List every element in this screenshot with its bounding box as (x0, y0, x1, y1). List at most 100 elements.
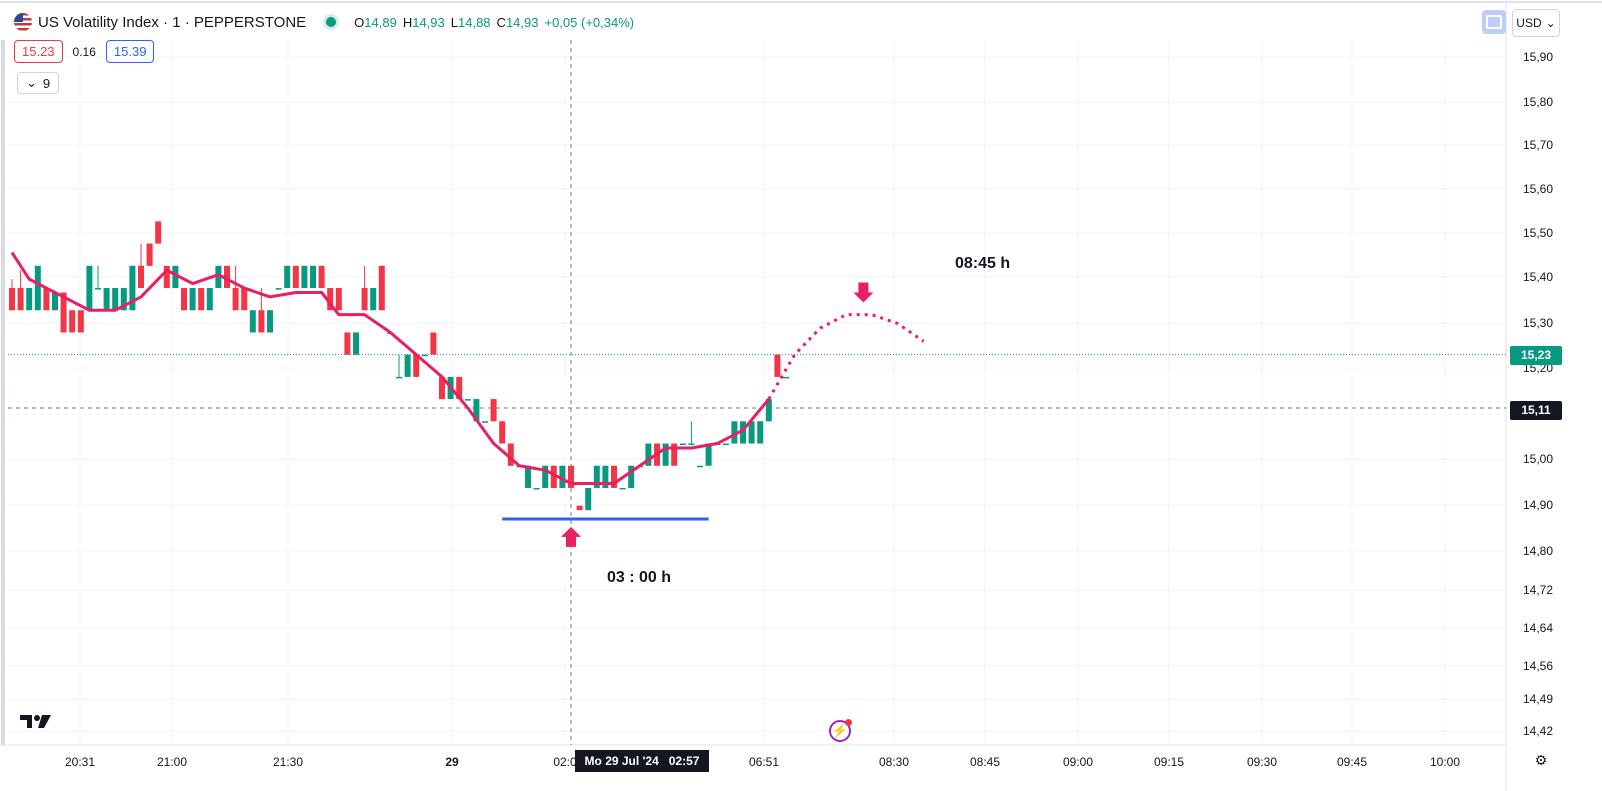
ohlc-high: H14,93 (402, 14, 445, 30)
time-tick-label: 21:30 (273, 755, 303, 769)
price-tick-label: 15,50 (1523, 226, 1553, 240)
tradingview-logo-icon[interactable] (18, 712, 54, 730)
time-tick-label: 06:51 (749, 755, 779, 769)
candle-up (249, 310, 256, 333)
candle-up (628, 465, 635, 488)
candle-up (129, 265, 136, 311)
candle-down (774, 354, 781, 377)
candle-down (9, 288, 15, 311)
candle-down (60, 292, 67, 333)
candle-up (284, 265, 291, 289)
candle-up (697, 465, 703, 468)
candle-up (783, 376, 789, 379)
candle-up (52, 292, 58, 311)
time-tick-label: 09:30 (1247, 755, 1277, 769)
candle-down (611, 465, 617, 488)
up-arrow-icon (561, 526, 581, 547)
flash-icon[interactable]: ⚡ (829, 719, 852, 742)
price-tick-label: 15,80 (1523, 95, 1553, 109)
candle-up (757, 421, 764, 444)
settings-gear-icon[interactable]: ⚙ (1534, 752, 1548, 768)
candle-up (120, 288, 127, 311)
candle-up (310, 265, 316, 289)
symbol-title[interactable]: US Volatility Index · 1 · PEPPERSTONE (38, 13, 307, 31)
candle-up (619, 487, 626, 490)
currency-select[interactable]: USD ⌄ (1512, 9, 1560, 37)
candle-up (482, 421, 488, 423)
candle-down (232, 288, 239, 311)
indicator-toggle[interactable]: ⌄ 9 (17, 72, 60, 94)
candle-up (533, 487, 540, 490)
candle-up (748, 421, 755, 444)
indicator-label: 9 (42, 75, 51, 91)
moving-average-line (10, 251, 770, 486)
time-tick-label: 21:00 (157, 755, 187, 769)
candle-down (292, 265, 299, 289)
price-tick-label: 14,72 (1523, 583, 1553, 597)
candle-up (464, 399, 471, 401)
time-tick-label: 09:00 (1063, 755, 1093, 769)
sell-button[interactable]: 15.23 (14, 40, 63, 63)
candle-up (172, 265, 179, 289)
candle-down (318, 265, 325, 289)
candle-up (765, 399, 772, 422)
candle-up (688, 443, 695, 446)
price-tick-label: 14,64 (1523, 621, 1553, 635)
currency-label: USD (1516, 16, 1542, 30)
ohlc-values: O14,89 H14,93 L14,88 C14,93 +0,05 (+0,34… (354, 15, 634, 30)
low-time-annotation[interactable]: 03 : 00 h (607, 569, 672, 586)
price-tick-label: 14,56 (1523, 659, 1553, 673)
candle-down (344, 332, 351, 355)
candle-down (576, 505, 583, 511)
candle-down (499, 421, 506, 444)
candle-up (421, 354, 428, 357)
candle-up (473, 399, 480, 422)
candle-up (740, 421, 746, 444)
candle-up (525, 465, 531, 488)
candle-down (258, 310, 265, 333)
price-tick-label: 14,90 (1523, 498, 1553, 512)
candle-up (722, 443, 729, 446)
price-tick-label: 15,00 (1523, 452, 1553, 466)
ohlc-low: L14,88 (450, 14, 491, 30)
candle-up (396, 376, 402, 379)
candle-down (181, 288, 187, 311)
candle-up (542, 465, 549, 488)
market-status-icon (326, 17, 337, 27)
candle-up (95, 288, 101, 290)
high-time-annotation[interactable]: 08:45 h (955, 255, 1011, 272)
time-tick-label: 29 (445, 755, 459, 769)
chart-sync-button[interactable] (1482, 10, 1506, 34)
price-tick-label: 15,70 (1523, 138, 1553, 152)
candle-down (69, 310, 76, 333)
price-tick-label: 15,40 (1523, 270, 1553, 284)
buy-button[interactable]: 15.39 (105, 40, 155, 63)
crosshair-time: 02:57 (668, 754, 700, 768)
crosshair-date: Mo 29 Jul '24 (584, 754, 659, 768)
candles (9, 221, 789, 511)
candle-down (378, 265, 385, 311)
crosshair-date-label: Mo 29 Jul '24 02:57 (575, 750, 709, 772)
spread-value: 0.16 (72, 44, 96, 59)
candle-down (550, 465, 557, 488)
candle-up (662, 443, 669, 466)
us-flag-icon (14, 13, 32, 31)
time-tick-label: 09:15 (1154, 755, 1184, 769)
candle-up (645, 443, 652, 466)
candle-down (413, 354, 420, 377)
candle-down (77, 310, 84, 333)
candle-down (439, 376, 445, 400)
time-tick-label: 08:45 (970, 755, 1000, 769)
candle-down (430, 332, 437, 355)
candle-up (86, 265, 93, 311)
candle-up (215, 265, 222, 289)
candle-down (327, 288, 334, 311)
candle-down (146, 243, 153, 266)
candle-up (593, 465, 600, 488)
candle-down (163, 265, 170, 289)
candle-down (671, 443, 678, 466)
price-tick-label: 15,90 (1523, 50, 1553, 64)
candle-up (112, 288, 119, 311)
